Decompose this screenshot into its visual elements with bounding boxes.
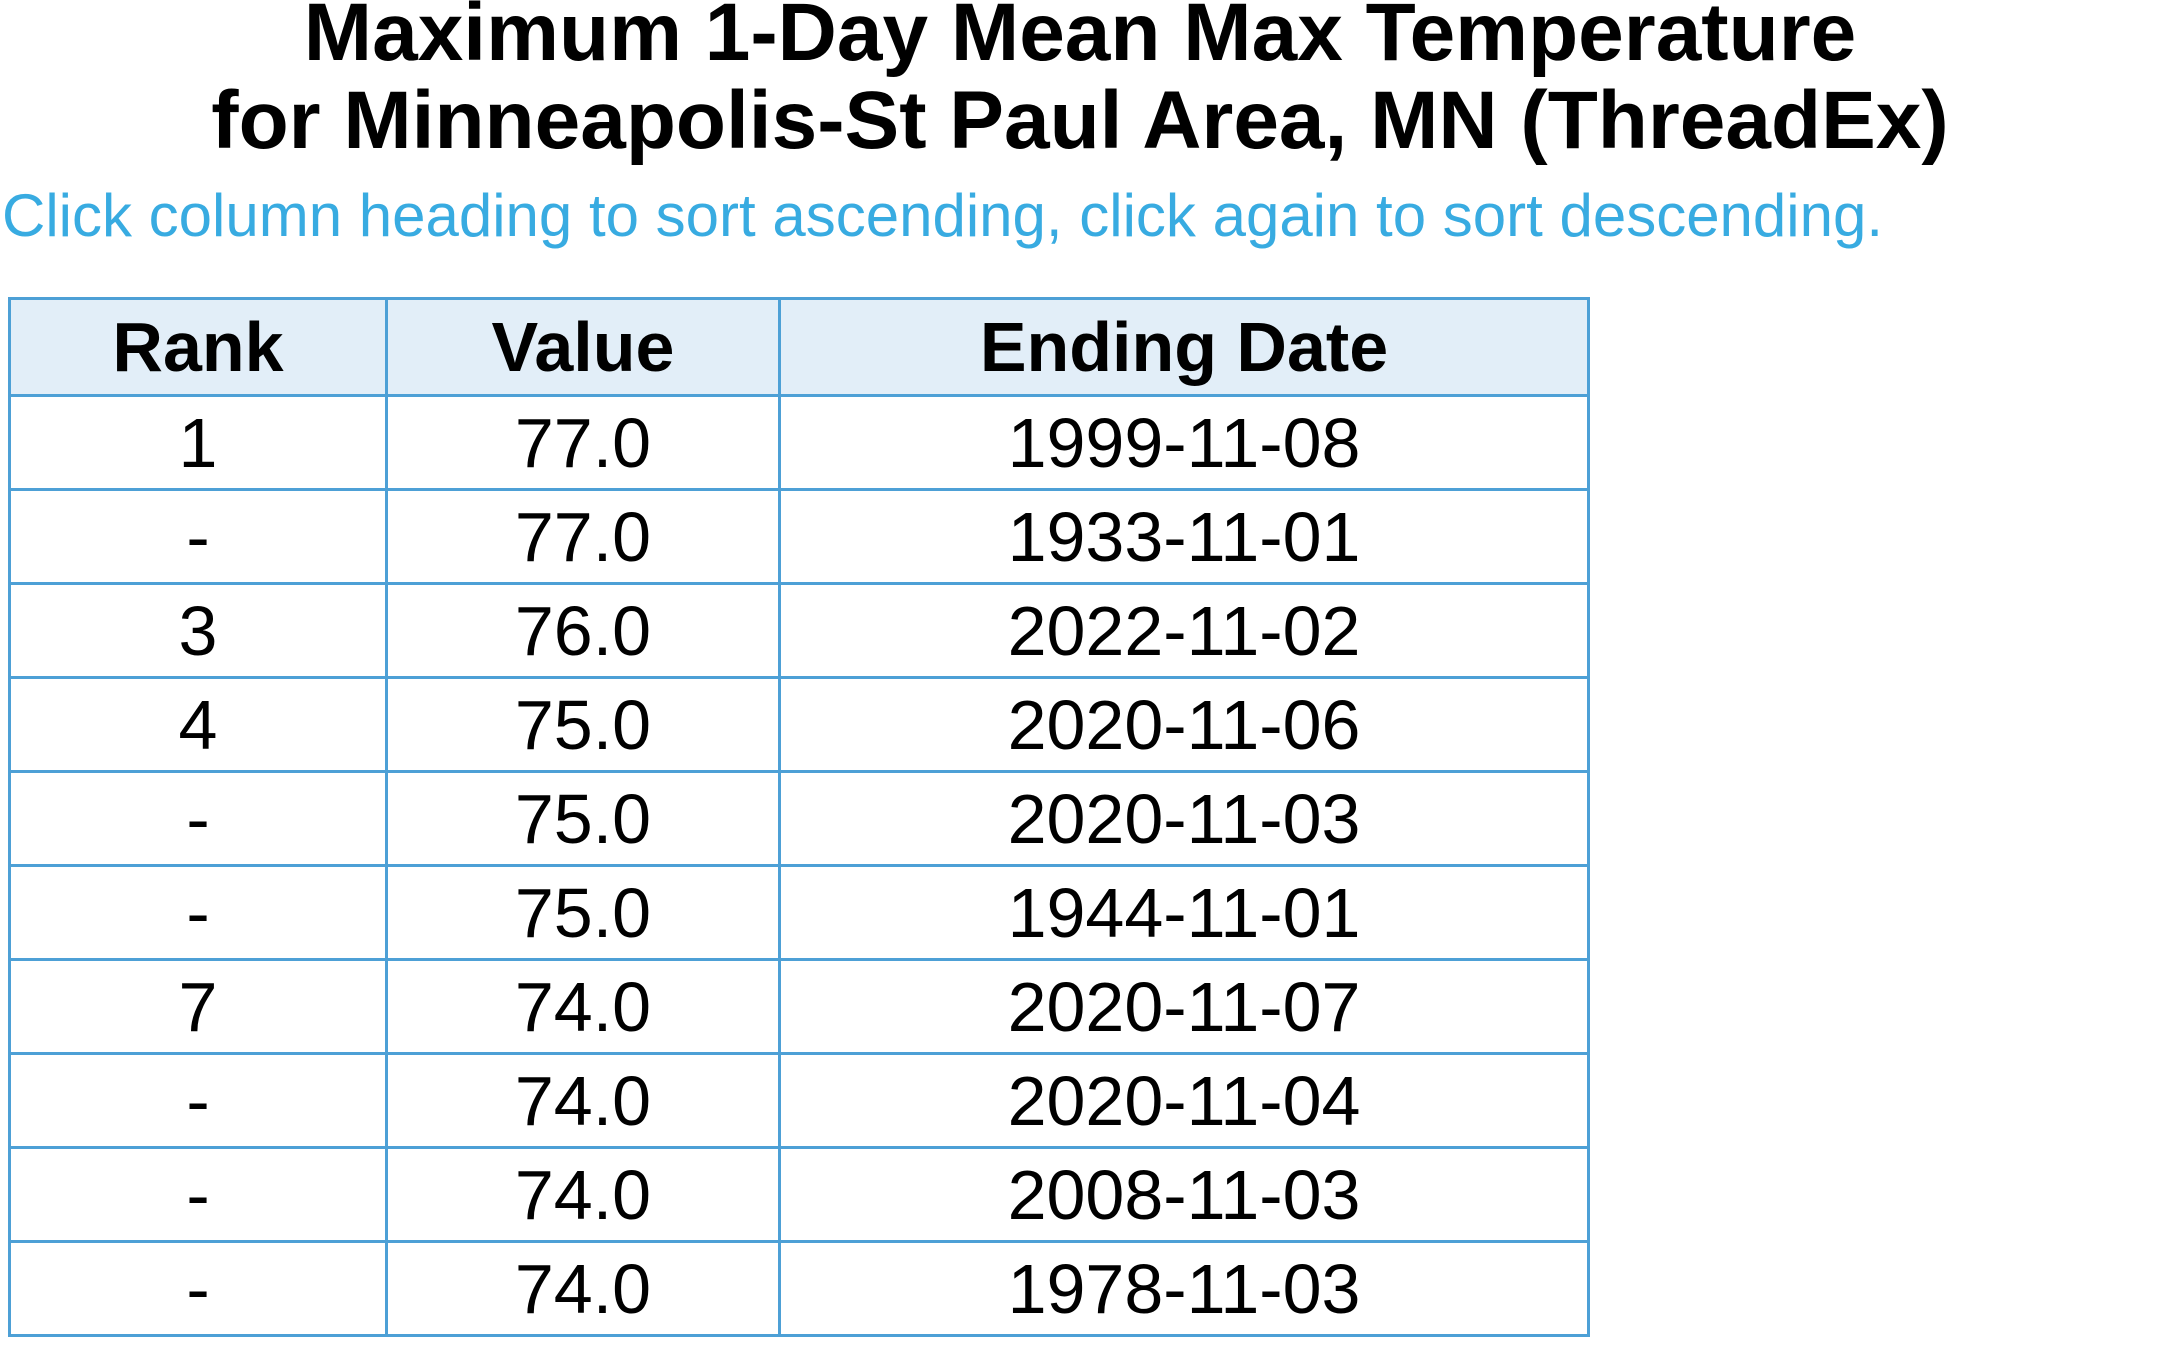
- table-row: - 74.0 2008-11-03: [8, 1146, 1590, 1243]
- value-cell: 74.0: [385, 958, 781, 1055]
- ending-date-cell: 2022-11-02: [778, 582, 1590, 679]
- table-row: - 74.0 2020-11-04: [8, 1052, 1590, 1149]
- table-row: - 75.0 1944-11-01: [8, 864, 1590, 961]
- value-cell: 75.0: [385, 770, 781, 867]
- table-row: 1 77.0 1999-11-08: [8, 394, 1590, 491]
- table-row: 7 74.0 2020-11-07: [8, 958, 1590, 1055]
- rank-cell: -: [8, 1052, 388, 1149]
- value-cell: 77.0: [385, 488, 781, 585]
- value-cell: 75.0: [385, 676, 781, 773]
- value-cell: 74.0: [385, 1052, 781, 1149]
- rank-cell: 7: [8, 958, 388, 1055]
- rank-cell: 4: [8, 676, 388, 773]
- rank-cell: 3: [8, 582, 388, 679]
- page-title-line1: Maximum 1-Day Mean Max Temperature: [303, 0, 1857, 78]
- rank-cell: 1: [8, 394, 388, 491]
- column-header-value[interactable]: Value: [385, 297, 781, 397]
- ending-date-cell: 1978-11-03: [778, 1240, 1590, 1337]
- ending-date-cell: 1999-11-08: [778, 394, 1590, 491]
- rank-cell: -: [8, 770, 388, 867]
- value-cell: 75.0: [385, 864, 781, 961]
- ending-date-cell: 1933-11-01: [778, 488, 1590, 585]
- sort-instructions: Click column heading to sort ascending, …: [2, 182, 1884, 249]
- rank-cell: -: [8, 1240, 388, 1337]
- ending-date-cell: 2008-11-03: [778, 1146, 1590, 1243]
- table-row: - 74.0 1978-11-03: [8, 1240, 1590, 1337]
- table-body: 1 77.0 1999-11-08 - 77.0 1933-11-01 3 76…: [8, 394, 1590, 1337]
- ending-date-cell: 2020-11-04: [778, 1052, 1590, 1149]
- column-header-rank[interactable]: Rank: [8, 297, 388, 397]
- table-row: 4 75.0 2020-11-06: [8, 676, 1590, 773]
- table-row: - 77.0 1933-11-01: [8, 488, 1590, 585]
- ending-date-cell: 2020-11-03: [778, 770, 1590, 867]
- ending-date-cell: 1944-11-01: [778, 864, 1590, 961]
- rank-cell: -: [8, 1146, 388, 1243]
- column-header-ending-date[interactable]: Ending Date: [778, 297, 1590, 397]
- ending-date-cell: 2020-11-06: [778, 676, 1590, 773]
- table-row: - 75.0 2020-11-03: [8, 770, 1590, 867]
- value-cell: 76.0: [385, 582, 781, 679]
- header-row: Rank Value Ending Date: [8, 297, 1590, 397]
- value-cell: 77.0: [385, 394, 781, 491]
- records-table: Rank Value Ending Date 1 77.0 1999-11-08…: [8, 297, 1590, 1337]
- page-title: Maximum 1-Day Mean Max Temperature for M…: [0, 0, 2160, 165]
- ending-date-cell: 2020-11-07: [778, 958, 1590, 1055]
- rank-cell: -: [8, 864, 388, 961]
- value-cell: 74.0: [385, 1146, 781, 1243]
- value-cell: 74.0: [385, 1240, 781, 1337]
- page-title-line2: for Minneapolis-St Paul Area, MN (Thread…: [211, 75, 1949, 166]
- table-row: 3 76.0 2022-11-02: [8, 582, 1590, 679]
- rank-cell: -: [8, 488, 388, 585]
